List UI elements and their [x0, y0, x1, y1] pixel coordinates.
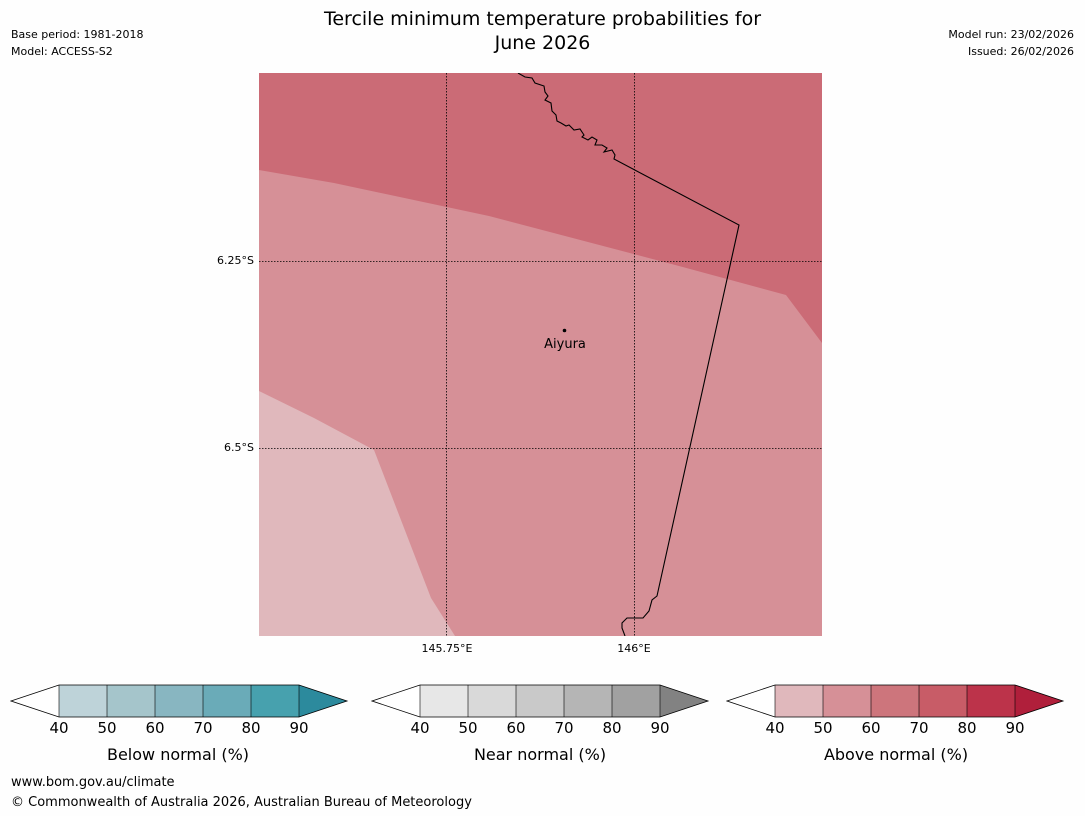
below-bin-2	[107, 685, 155, 717]
near-bin-4	[564, 685, 612, 717]
title-line-2: June 2026	[494, 32, 591, 54]
colorbar-near	[371, 684, 710, 718]
below-extend-high	[299, 685, 347, 717]
tick-above-50: 50	[813, 719, 833, 737]
base-period: Base period: 1981-2018	[11, 28, 144, 41]
tick-near-90: 90	[650, 719, 670, 737]
below-bin-1	[59, 685, 107, 717]
tick-near-70: 70	[554, 719, 574, 737]
map-title: Tercile minimum temperature probabilitie…	[0, 7, 1085, 55]
tick-above-70: 70	[909, 719, 929, 737]
above-bin-3	[871, 685, 919, 717]
above-bin-5	[967, 685, 1015, 717]
issued-date: Issued: 26/02/2026	[967, 45, 1074, 58]
meta-left: Base period: 1981-2018 Model: ACCESS-S2	[11, 26, 143, 60]
tick-near-60: 60	[506, 719, 526, 737]
below-extend-low	[11, 685, 59, 717]
model-name: Model: ACCESS-S2	[11, 45, 113, 58]
near-bin-1	[420, 685, 468, 717]
near-extend-low	[372, 685, 420, 717]
below-bin-3	[155, 685, 203, 717]
tick-below-60: 60	[145, 719, 165, 737]
tick-below-70: 70	[193, 719, 213, 737]
map-panel	[259, 73, 822, 636]
above-bin-4	[919, 685, 967, 717]
tick-below-40: 40	[49, 719, 69, 737]
above-bin-2	[823, 685, 871, 717]
above-bin-1	[775, 685, 823, 717]
legend-title-above: Above normal (%)	[823, 745, 969, 764]
tick-below-80: 80	[241, 719, 261, 737]
lon-label-145-75: 145.75°E	[421, 642, 473, 655]
map-svg	[259, 73, 822, 636]
title-line-1: Tercile minimum temperature probabilitie…	[323, 8, 762, 30]
tick-near-50: 50	[458, 719, 478, 737]
footer-url: www.bom.gov.au/climate	[11, 775, 175, 790]
tick-above-60: 60	[861, 719, 881, 737]
lat-label-6-25: 6.25°S	[217, 254, 254, 267]
above-extend-low	[727, 685, 775, 717]
legend-title-near: Near normal (%)	[473, 745, 607, 764]
above-extend-high	[1015, 685, 1063, 717]
near-bin-2	[468, 685, 516, 717]
tick-above-90: 90	[1005, 719, 1025, 737]
lat-label-6-5: 6.5°S	[224, 441, 254, 454]
colorbar-above	[726, 684, 1065, 718]
lon-label-146: 146°E	[617, 642, 651, 655]
near-extend-high	[660, 685, 708, 717]
legend-title-below: Below normal (%)	[106, 745, 250, 764]
model-run: Model run: 23/02/2026	[948, 28, 1074, 41]
place-marker	[562, 328, 567, 333]
footer-copyright: © Commonwealth of Australia 2026, Austra…	[11, 795, 472, 810]
tick-near-40: 40	[410, 719, 430, 737]
near-bin-5	[612, 685, 660, 717]
border-line	[517, 73, 740, 636]
tick-below-90: 90	[289, 719, 309, 737]
near-bin-3	[516, 685, 564, 717]
colorbar-below	[10, 684, 349, 718]
zone-above-40-50	[259, 391, 455, 636]
below-bin-4	[203, 685, 251, 717]
tick-above-40: 40	[765, 719, 785, 737]
tick-above-80: 80	[957, 719, 977, 737]
place-label: Aiyura	[544, 337, 586, 352]
meta-right: Model run: 23/02/2026 Issued: 26/02/2026	[948, 26, 1074, 60]
tick-near-80: 80	[602, 719, 622, 737]
below-bin-5	[251, 685, 299, 717]
tick-below-50: 50	[97, 719, 117, 737]
